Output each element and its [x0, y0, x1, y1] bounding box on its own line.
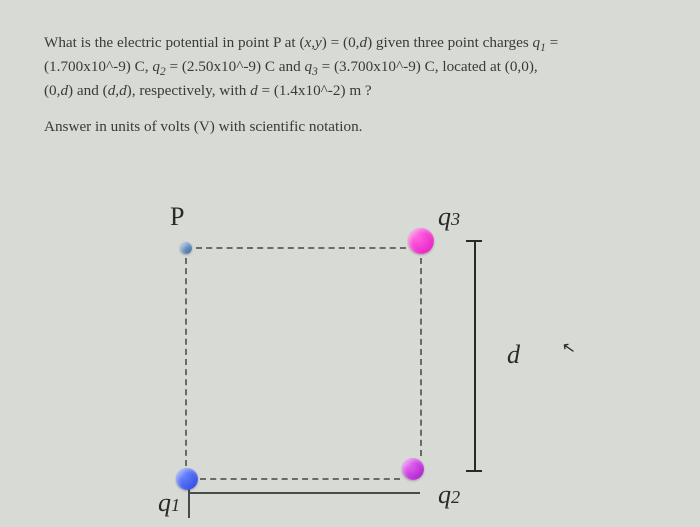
point-q1 [176, 468, 198, 490]
q: q [305, 58, 313, 75]
label-q1: q1 [158, 488, 180, 518]
d: d [60, 82, 68, 99]
d: d [359, 34, 367, 51]
txt: = (2.50x10^-9) C and [166, 58, 305, 75]
txt: ), respectively, with [127, 82, 250, 99]
question-text: What is the electric potential in point … [0, 0, 700, 138]
xy: x,y [305, 34, 322, 51]
d: d [119, 82, 127, 99]
label-d: d [507, 340, 520, 370]
d: d [250, 82, 258, 99]
d-bracket-cap-top [466, 240, 482, 242]
d-bracket-line [474, 240, 476, 470]
dashed-edge-bottom [200, 478, 400, 480]
question-line-2: (1.700x10^-9) C, q2 = (2.50x10^-9) C and… [44, 56, 656, 80]
point-P [180, 242, 192, 254]
dashed-edge-right [420, 258, 422, 456]
question-line-1: What is the electric potential in point … [44, 32, 656, 56]
point-q3 [408, 228, 434, 254]
txt: = [546, 34, 558, 51]
txt: (1.700x10^-9) C, [44, 58, 152, 75]
diagram: P q3 q2 q1 d [140, 210, 560, 520]
label-q3: q3 [438, 202, 460, 232]
d-bracket-cap-bottom [466, 470, 482, 472]
q: q [533, 34, 541, 51]
txt: What is the electric potential in point … [44, 34, 305, 51]
answer-prompt: Answer in units of volts (V) with scient… [44, 116, 656, 138]
label-q2: q2 [438, 480, 460, 510]
q: q [152, 58, 160, 75]
txt: ) = (0, [322, 34, 360, 51]
axis-x [188, 492, 420, 494]
cursor-icon: ↖ [560, 337, 577, 359]
txt: ) given three point charges [367, 34, 532, 51]
dashed-edge-top [196, 247, 406, 249]
txt: ) and ( [68, 82, 108, 99]
question-line-3: (0,d) and (d,d), respectively, with d = … [44, 80, 656, 102]
point-q2 [402, 458, 424, 480]
dashed-edge-left [185, 258, 187, 466]
label-P: P [170, 202, 184, 232]
txt: = (1.4x10^-2) m ? [258, 82, 372, 99]
txt: = (3.700x10^-9) C, located at (0,0), [318, 58, 538, 75]
txt: (0, [44, 82, 60, 99]
